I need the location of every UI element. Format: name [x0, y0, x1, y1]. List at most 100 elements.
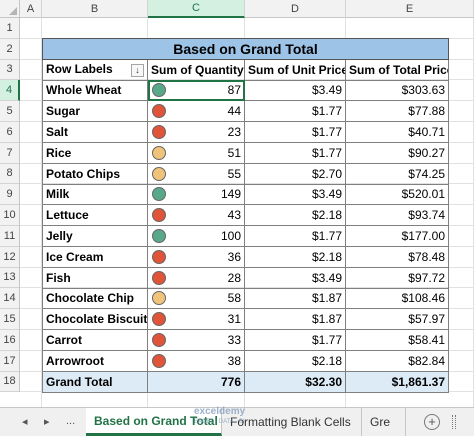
- quantity-cell[interactable]: 87: [147, 79, 245, 102]
- quantity-cell[interactable]: 28: [147, 266, 245, 289]
- unit-price-cell[interactable]: $2.18: [244, 245, 346, 268]
- tab-formatting-blank-cells[interactable]: Formatting Blank Cells: [222, 408, 362, 436]
- unit-price-cell[interactable]: $2.18: [244, 349, 346, 372]
- total-price-cell[interactable]: $74.25: [345, 162, 449, 185]
- unit-price-cell[interactable]: $1.87: [244, 308, 346, 331]
- add-sheet-icon[interactable]: +: [424, 414, 440, 430]
- quantity-cell[interactable]: 33: [147, 329, 245, 351]
- column-header-e[interactable]: E: [346, 0, 474, 18]
- total-price-cell[interactable]: $40.71: [345, 121, 449, 143]
- unit-price-cell[interactable]: $3.49: [244, 183, 346, 206]
- quantity-cell[interactable]: 44: [147, 100, 245, 123]
- row-header-4[interactable]: 4: [0, 80, 20, 102]
- quantity-cell[interactable]: 38: [147, 349, 245, 372]
- total-price-cell[interactable]: $82.84: [345, 349, 449, 372]
- quantity-cell[interactable]: 23: [147, 121, 245, 143]
- item-label[interactable]: Salt: [42, 121, 148, 143]
- sum-total-price-header[interactable]: Sum of Total Price: [345, 58, 449, 81]
- unit-price-cell[interactable]: $2.70: [244, 162, 346, 185]
- row-header-8[interactable]: 8: [0, 163, 20, 185]
- column-header-a[interactable]: A: [20, 0, 42, 18]
- row-header-5[interactable]: 5: [0, 101, 20, 122]
- item-label[interactable]: Lettuce: [42, 204, 148, 227]
- tab-gre[interactable]: Gre: [362, 408, 406, 436]
- item-label[interactable]: Arrowroot: [42, 349, 148, 372]
- tab-splitter-handle[interactable]: [452, 415, 456, 429]
- unit-price-cell[interactable]: $1.77: [244, 121, 346, 143]
- grand-total-label[interactable]: Grand Total: [42, 370, 148, 393]
- item-label[interactable]: Chocolate Chip: [42, 287, 148, 310]
- total-price-cell[interactable]: $90.27: [345, 141, 449, 164]
- row-header-18[interactable]: 18: [0, 371, 20, 393]
- item-label[interactable]: Jelly: [42, 225, 148, 247]
- item-label[interactable]: Carrot: [42, 329, 148, 351]
- total-price-cell[interactable]: $520.01: [345, 183, 449, 206]
- quantity-value: 38: [227, 353, 241, 368]
- item-label[interactable]: Milk: [42, 183, 148, 206]
- row-header-12[interactable]: 12: [0, 246, 20, 268]
- filter-dropdown-icon[interactable]: ↓: [131, 64, 144, 78]
- row-header-9[interactable]: 9: [0, 184, 20, 206]
- row-header-11[interactable]: 11: [0, 226, 20, 247]
- row-header-6[interactable]: 6: [0, 122, 20, 143]
- total-price-cell[interactable]: $93.74: [345, 204, 449, 227]
- prev-sheet-icon[interactable]: ◂: [22, 416, 28, 428]
- item-label[interactable]: Whole Wheat: [42, 79, 148, 102]
- total-price-cell[interactable]: $303.63: [345, 79, 449, 102]
- next-sheet-icon[interactable]: ▸: [44, 416, 50, 428]
- unit-price-cell[interactable]: $3.49: [244, 266, 346, 289]
- sum-unit-price-header[interactable]: Sum of Unit Price: [244, 58, 346, 81]
- more-sheets-button[interactable]: ...: [66, 415, 76, 427]
- total-price-cell[interactable]: $78.48: [345, 245, 449, 268]
- quantity-cell[interactable]: 51: [147, 141, 245, 164]
- total-price-cell[interactable]: $177.00: [345, 225, 449, 247]
- unit-price-cell[interactable]: $3.49: [244, 79, 346, 102]
- select-all-corner[interactable]: [0, 0, 20, 18]
- total-price-cell[interactable]: $57.97: [345, 308, 449, 331]
- quantity-cell[interactable]: 31: [147, 308, 245, 331]
- row-labels-header[interactable]: Row Labels ↓: [42, 58, 148, 81]
- item-label[interactable]: Potato Chips: [42, 162, 148, 185]
- item-label[interactable]: Rice: [42, 141, 148, 164]
- grand-total-quantity[interactable]: 776: [147, 370, 245, 393]
- quantity-cell[interactable]: 58: [147, 287, 245, 310]
- column-header-c[interactable]: C: [148, 0, 245, 18]
- total-price-cell[interactable]: $97.72: [345, 266, 449, 289]
- item-label[interactable]: Chocolate Biscuits: [42, 308, 148, 331]
- unit-price-cell[interactable]: $1.77: [244, 329, 346, 351]
- pivot-title[interactable]: Based on Grand Total: [42, 38, 449, 60]
- column-header-d[interactable]: D: [245, 0, 346, 18]
- unit-price-cell[interactable]: $1.87: [244, 287, 346, 310]
- grand-total-total-price[interactable]: $1,861.37: [345, 370, 449, 393]
- item-label[interactable]: Ice Cream: [42, 245, 148, 268]
- tab-based-on-grand-total[interactable]: Based on Grand Total: [86, 408, 222, 436]
- unit-price-cell[interactable]: $1.77: [244, 225, 346, 247]
- unit-price-cell[interactable]: $2.18: [244, 204, 346, 227]
- sum-quantity-header[interactable]: Sum of Quantity: [147, 58, 245, 81]
- quantity-cell[interactable]: 100: [147, 225, 245, 247]
- unit-price-cell[interactable]: $1.77: [244, 141, 346, 164]
- row-header-14[interactable]: 14: [0, 288, 20, 310]
- row-header-7[interactable]: 7: [0, 142, 20, 164]
- row-header-1[interactable]: 1: [0, 18, 20, 39]
- grand-total-unit-price[interactable]: $32.30: [244, 370, 346, 393]
- item-label[interactable]: Fish: [42, 266, 148, 289]
- row-header-10[interactable]: 10: [0, 205, 20, 226]
- quantity-cell[interactable]: 149: [147, 183, 245, 206]
- total-price-cell[interactable]: $108.46: [345, 287, 449, 310]
- quantity-cell[interactable]: 36: [147, 245, 245, 268]
- row-header-3[interactable]: 3: [0, 59, 20, 81]
- row-header-2[interactable]: 2: [0, 38, 20, 60]
- unit-price-cell[interactable]: $1.77: [244, 100, 346, 123]
- quantity-cell[interactable]: 55: [147, 162, 245, 185]
- quantity-cell[interactable]: 43: [147, 204, 245, 227]
- row-header-16[interactable]: 16: [0, 330, 20, 351]
- total-price-cell[interactable]: $58.41: [345, 329, 449, 351]
- column-header-b[interactable]: B: [42, 0, 148, 18]
- row-header-17[interactable]: 17: [0, 350, 20, 372]
- total-price-cell[interactable]: $77.88: [345, 100, 449, 123]
- row-header-13[interactable]: 13: [0, 267, 20, 289]
- row-header-15[interactable]: 15: [0, 309, 20, 330]
- item-label[interactable]: Sugar: [42, 100, 148, 123]
